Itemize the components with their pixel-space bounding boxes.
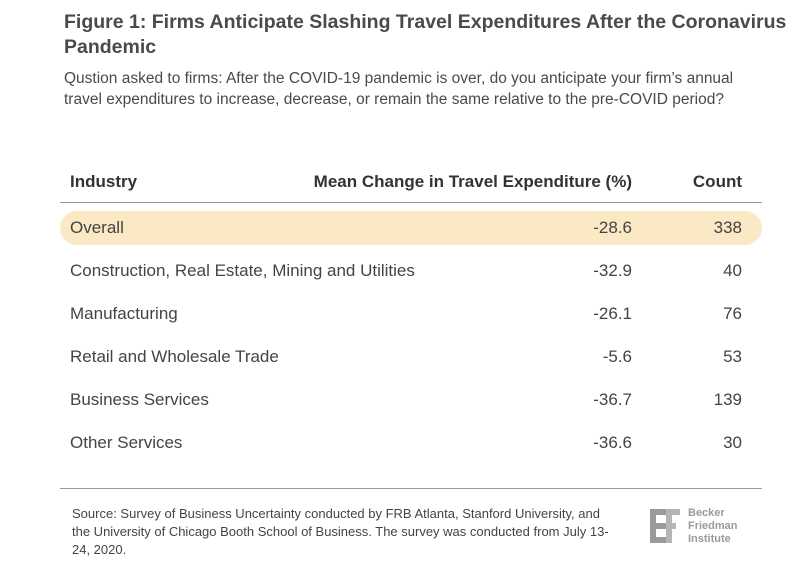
cell-mean-change: -28.6 xyxy=(593,218,632,237)
bf-logo-mark-icon xyxy=(650,509,680,543)
cell-industry: Business Services xyxy=(70,390,209,409)
logo-wordmark: Becker Friedman Institute xyxy=(688,507,738,546)
cell-mean-change: -36.7 xyxy=(593,390,632,409)
table-row: Retail and Wholesale Trade -5.6 53 xyxy=(60,337,762,380)
header-mean-change: Mean Change in Travel Expenditure (%) xyxy=(313,172,632,191)
cell-industry: Manufacturing xyxy=(70,304,178,323)
table-row: Construction, Real Estate, Mining and Ut… xyxy=(60,251,762,294)
table-row: Business Services -36.7 139 xyxy=(60,380,762,423)
table-row: Overall -28.6 338 xyxy=(60,211,762,245)
figure-title: Figure 1: Firms Anticipate Slashing Trav… xyxy=(64,11,787,58)
cell-industry: Construction, Real Estate, Mining and Ut… xyxy=(70,261,415,280)
cell-count: 53 xyxy=(723,347,742,366)
figure-subtitle: Qustion asked to firms: After the COVID-… xyxy=(64,70,734,108)
cell-mean-change: -5.6 xyxy=(602,347,632,366)
logo-line-becker: Becker xyxy=(688,507,725,519)
cell-count: 139 xyxy=(713,390,742,409)
footer-divider xyxy=(60,488,762,489)
table-body: Overall -28.6 338 Construction, Real Estate… xyxy=(60,211,762,466)
cell-mean-change: -36.6 xyxy=(593,433,632,452)
header-divider xyxy=(60,202,762,203)
cell-mean-change: -26.1 xyxy=(593,304,632,323)
cell-count: 338 xyxy=(713,218,742,237)
source-note: Source: Survey of Business Uncertainty c… xyxy=(72,506,609,557)
logo-line-institute: Institute xyxy=(688,533,731,545)
logo-line-friedman: Friedman xyxy=(688,520,738,532)
table-row: Manufacturing -26.1 76 xyxy=(60,294,762,337)
table-header: Industry Mean Change in Travel Expenditu… xyxy=(60,160,762,202)
cell-industry: Overall xyxy=(70,218,124,237)
cell-count: 76 xyxy=(723,304,742,323)
data-table: Industry Mean Change in Travel Expenditu… xyxy=(60,160,762,466)
cell-mean-change: -32.9 xyxy=(593,261,632,280)
header-industry: Industry xyxy=(70,172,138,191)
cell-industry: Other Services xyxy=(70,433,183,452)
table-row: Other Services -36.6 30 xyxy=(60,423,762,466)
cell-count: 40 xyxy=(723,261,742,280)
cell-industry: Retail and Wholesale Trade xyxy=(70,347,279,366)
header-count: Count xyxy=(692,172,742,191)
bfi-logo: Becker Friedman Institute xyxy=(648,505,768,555)
cell-count: 30 xyxy=(723,433,742,452)
